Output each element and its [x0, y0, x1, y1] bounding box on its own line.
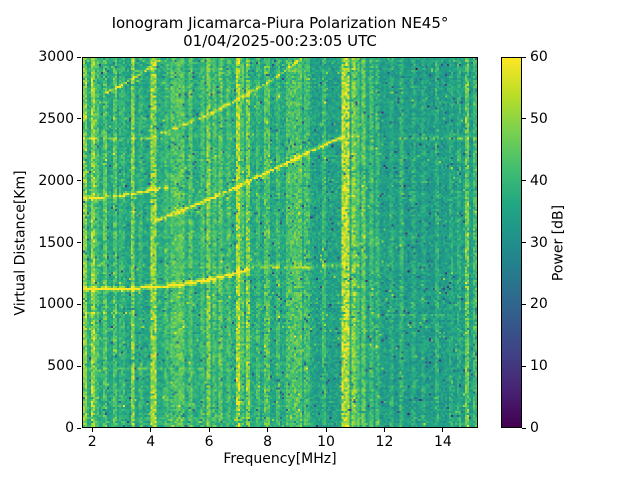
- chart-subtitle: 01/04/2025-00:23:05 UTC: [183, 32, 377, 50]
- x-axis-label: Frequency[MHz]: [223, 451, 337, 467]
- colorbar-tick-label: 60: [530, 49, 548, 65]
- colorbar-tick-mark: [522, 303, 526, 305]
- colorbar-tick-label: 10: [530, 358, 548, 375]
- colorbar-tick-label: 0: [530, 420, 539, 436]
- y-tick-label: 2000: [38, 172, 74, 189]
- colorbar-tick-mark: [522, 118, 526, 120]
- x-tick-label: 14: [434, 434, 452, 450]
- colorbar-tick-mark: [522, 242, 526, 243]
- colorbar-tick-mark: [522, 56, 526, 58]
- x-tick-mark: [325, 428, 327, 432]
- colorbar-tick-label: 30: [530, 234, 548, 251]
- chart-title-block: Ionogram Jicamarca-Piura Polarization NE…: [82, 14, 478, 50]
- x-tick-mark: [208, 428, 210, 432]
- y-tick-mark: [77, 365, 81, 367]
- y-tick-mark: [77, 303, 81, 305]
- colorbar-tick-label: 50: [530, 110, 548, 127]
- x-tick-label: 12: [375, 434, 394, 450]
- y-tick-label: 500: [47, 358, 74, 375]
- y-tick-mark: [77, 427, 81, 429]
- x-tick-mark: [91, 428, 93, 432]
- colorbar-tick-label: 40: [530, 172, 548, 189]
- colorbar-tick-mark: [522, 180, 526, 182]
- y-tick-mark: [77, 242, 81, 243]
- x-tick-mark: [267, 428, 269, 432]
- x-tick-mark: [383, 428, 385, 432]
- y-tick-label: 2500: [38, 110, 74, 127]
- x-tick-label: 6: [204, 434, 214, 450]
- chart-title: Ionogram Jicamarca-Piura Polarization NE…: [111, 14, 449, 32]
- x-tick-mark: [442, 428, 444, 432]
- x-tick-label: 4: [146, 434, 156, 450]
- y-tick-mark: [77, 118, 81, 120]
- x-tick-label: 2: [87, 434, 97, 450]
- y-tick-mark: [77, 56, 81, 58]
- colorbar-tick-label: 20: [530, 296, 548, 313]
- colorbar-gradient: [501, 57, 522, 428]
- y-tick-label: 0: [65, 420, 74, 436]
- y-tick-mark: [77, 180, 81, 182]
- colorbar-tick-mark: [522, 427, 526, 429]
- x-tick-mark: [150, 428, 152, 432]
- y-tick-label: 3000: [38, 49, 74, 65]
- y-tick-label: 1000: [38, 296, 74, 313]
- ionogram-heatmap: [82, 57, 478, 428]
- x-tick-label: 10: [317, 434, 335, 450]
- y-tick-label: 1500: [38, 234, 74, 251]
- x-tick-label: 8: [263, 434, 273, 450]
- colorbar-tick-mark: [522, 365, 526, 367]
